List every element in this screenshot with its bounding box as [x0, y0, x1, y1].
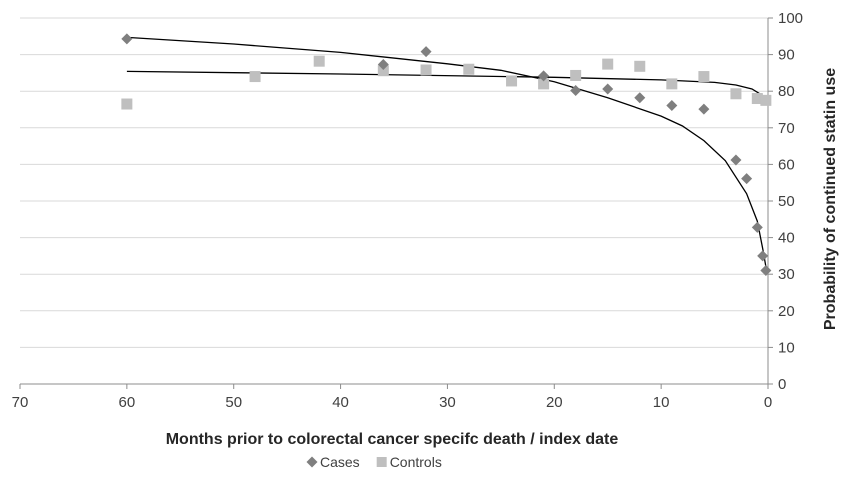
x-tick-label: 60	[119, 394, 136, 411]
y-tick-label: 60	[778, 156, 795, 173]
cases-point	[698, 103, 710, 115]
controls-point	[751, 93, 763, 105]
cases-point	[760, 265, 772, 277]
legend-marker-cases	[306, 456, 318, 468]
controls-point	[602, 58, 614, 70]
x-tick-label: 40	[332, 394, 349, 411]
y-tick-label: 20	[778, 303, 795, 320]
x-axis-title: Months prior to colorectal cancer specif…	[166, 431, 619, 448]
y-tick-label: 0	[778, 376, 786, 393]
cases-point	[121, 33, 133, 45]
controls-point	[420, 64, 432, 76]
legend-marker-controls	[376, 457, 387, 467]
y-tick-label: 80	[778, 83, 795, 100]
legend-label-cases: Cases	[320, 454, 360, 470]
controls-point	[506, 75, 518, 87]
cases-point	[757, 250, 769, 262]
y-tick-label: 100	[778, 10, 803, 27]
controls-point	[377, 65, 389, 77]
controls-point	[121, 98, 133, 110]
controls-point	[538, 78, 550, 90]
legend-label-controls: Controls	[390, 454, 442, 470]
trendline-cases	[126, 36, 768, 273]
controls-point	[666, 78, 678, 90]
controls-point	[730, 88, 742, 100]
cases-point	[666, 99, 678, 111]
cases-point	[634, 92, 646, 104]
gridlines	[20, 17, 768, 348]
y-tick-label: 40	[778, 230, 795, 247]
x-tick-label: 0	[764, 394, 772, 411]
controls-point	[698, 71, 710, 83]
x-axis: 70 60 50 40 30 20 10 0	[12, 383, 772, 411]
cases-point	[751, 221, 763, 233]
x-tick-label: 20	[546, 394, 563, 411]
x-tick-label: 30	[439, 394, 456, 411]
legend: Cases Controls	[306, 454, 442, 470]
y-tick-label: 90	[778, 47, 795, 64]
y-tick-label: 30	[778, 266, 795, 283]
controls-point	[570, 69, 582, 81]
cases-point	[377, 58, 389, 70]
controls-point	[760, 94, 772, 106]
controls-point	[249, 71, 261, 83]
cases-point	[741, 173, 753, 185]
cases-point	[602, 83, 614, 95]
y-tick-label: 50	[778, 193, 795, 210]
cases-point	[730, 154, 742, 166]
y-tick-label: 70	[778, 120, 795, 137]
data-points	[121, 33, 772, 277]
controls-point	[313, 55, 325, 67]
cases-point	[538, 70, 550, 82]
controls-point	[634, 60, 646, 72]
y-tick-label: 10	[778, 339, 795, 356]
x-tick-label: 70	[12, 394, 29, 411]
x-tick-label: 50	[225, 394, 242, 411]
cases-point	[570, 84, 582, 96]
y-axis: 0 10 20 30 40 50 60 70 80 90 100	[767, 10, 803, 393]
controls-point	[463, 63, 475, 75]
y-axis-title: Probability of continued statin use	[822, 68, 839, 330]
x-tick-label: 10	[653, 394, 670, 411]
cases-point	[420, 46, 432, 58]
